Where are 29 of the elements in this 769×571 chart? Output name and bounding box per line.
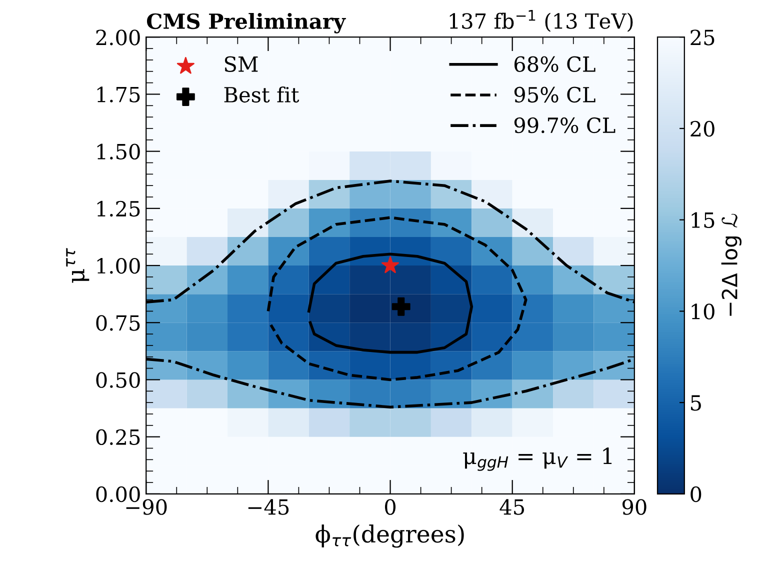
color-bar-title: −2Δ log ℒ bbox=[721, 214, 742, 316]
y-axis-title: μ$^{ττ}$ bbox=[66, 248, 90, 283]
y-tick-label: 0.25 bbox=[96, 429, 140, 446]
x-tick-label: −45 bbox=[248, 499, 289, 515]
legend-label: 68% CL bbox=[514, 56, 596, 72]
legend-label: 95% CL bbox=[514, 86, 596, 103]
chart-title: CMS Preliminary bbox=[146, 12, 346, 34]
legend-label: Best fit bbox=[224, 86, 300, 103]
legend-label: SM bbox=[224, 56, 258, 72]
color-bar-label: 20 bbox=[690, 120, 714, 137]
y-tick-label: 2.00 bbox=[96, 30, 140, 46]
color-bar-label: 0 bbox=[690, 486, 702, 502]
color-bar-label: 10 bbox=[692, 304, 714, 320]
y-tick-label: 0.50 bbox=[96, 372, 140, 388]
chart-subtitle: 137 fb$^{−1}$ (13 TeV) bbox=[450, 10, 633, 32]
y-tick-label: 1.75 bbox=[97, 86, 140, 102]
x-tick-label: 90 bbox=[622, 499, 646, 515]
y-tick-label: 1.00 bbox=[97, 258, 140, 274]
x-tick-label: 0 bbox=[385, 499, 396, 515]
x-tick-label: 45 bbox=[500, 499, 524, 515]
annotation: μ$_{ggH}$ = μ$_{V}$ = 1 bbox=[463, 448, 612, 471]
legend-label: 99.7% CL bbox=[514, 117, 616, 134]
y-tick-label: 0.75 bbox=[96, 315, 140, 331]
color-bar-label: 25 bbox=[690, 30, 714, 46]
color-bar-label: 5 bbox=[691, 395, 701, 411]
color-bar-label: 15 bbox=[692, 212, 714, 228]
y-tick-label: 1.50 bbox=[97, 144, 140, 160]
y-tick-label: 1.25 bbox=[97, 200, 140, 217]
x-axis-title: ϕ$_{ττ}$(degrees) bbox=[316, 524, 464, 548]
